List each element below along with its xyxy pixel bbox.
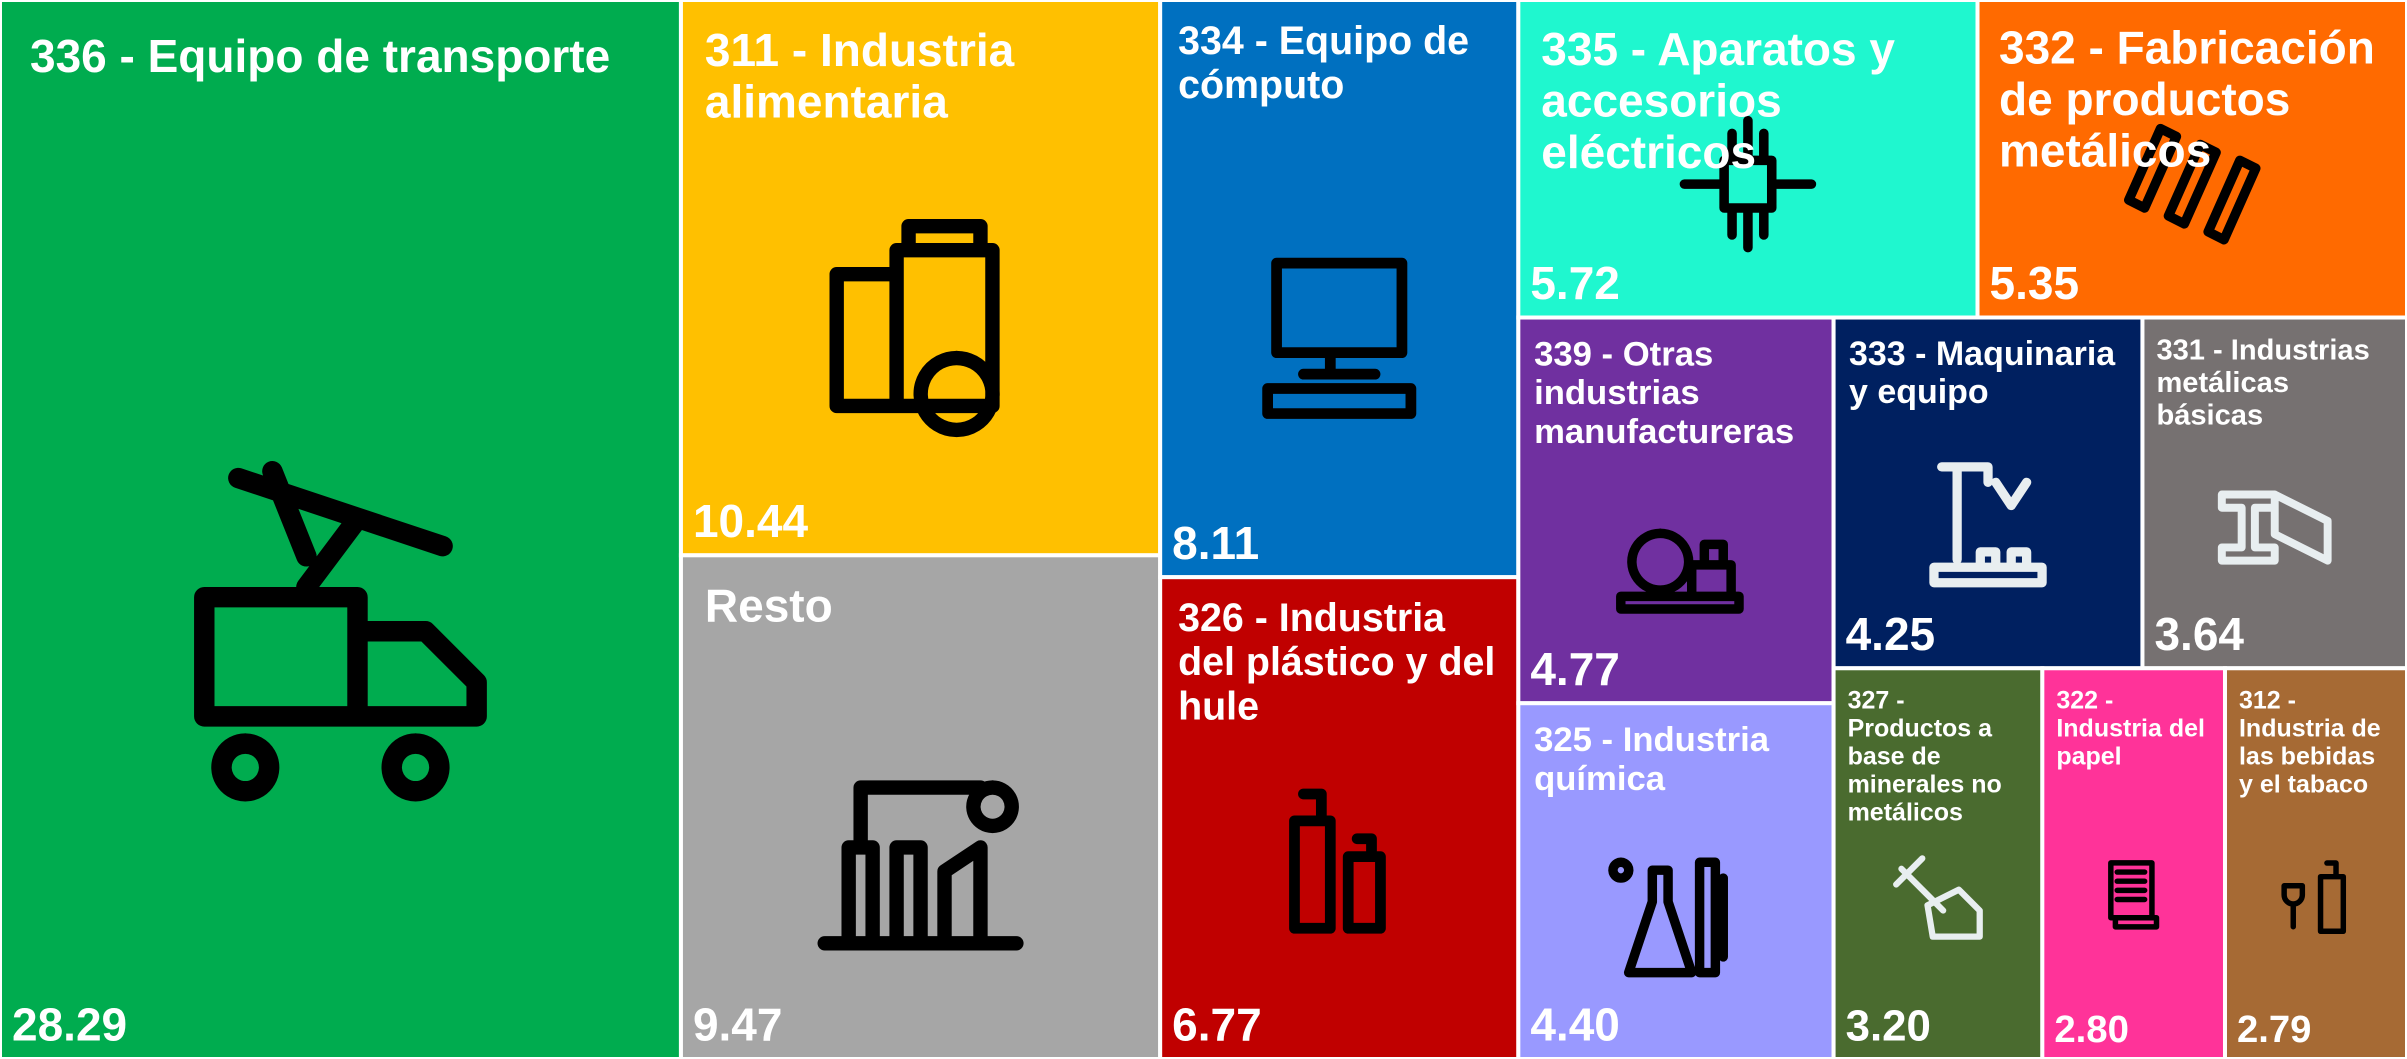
icon [1679, 115, 1817, 253]
tile: 333 - Maquinaria y equipo 4.25 [1831, 315, 2145, 671]
value-label: 4.25 [1846, 608, 1936, 660]
value-label: 28.29 [12, 999, 127, 1051]
icon [1262, 257, 1417, 419]
icon [1289, 788, 1386, 934]
value-label: 3.64 [2154, 608, 2244, 660]
tile-label: 332 - Fabricación de productos metálicos [1999, 21, 2388, 176]
icon [2123, 123, 2261, 245]
icon [2108, 860, 2160, 930]
tile-rect [678, 0, 1163, 558]
tile-label: 331 - Industrias metálicas básicas [2156, 335, 2377, 432]
tile-label: 311 - Industria alimentaria [705, 24, 1027, 128]
tile-label: 334 - Equipo de cómputo [1178, 19, 1480, 107]
icon [2217, 490, 2332, 565]
tile: 311 - Industria alimentaria 10.44 [678, 0, 1163, 558]
tile: 339 - Otras industrias manufactureras 4.7… [1516, 315, 1836, 706]
tile-rect [2222, 666, 2407, 1059]
icon [1893, 855, 1983, 940]
value-label: 2.79 [2237, 1008, 2311, 1051]
tile-rect [1831, 315, 2145, 671]
tile: 334 - Equipo de cómputo 8.11 [1158, 0, 1521, 580]
value-label: 5.35 [1990, 257, 2080, 309]
tile-label: 333 - Maquinaria y equipo [1849, 335, 2125, 411]
tile-label: 326 - Industria del plástico y del hule [1178, 596, 1506, 728]
value-label: 9.47 [693, 999, 783, 1051]
icon [1929, 462, 2047, 588]
icon [817, 780, 1024, 951]
tile: 312 - Industria de las bebidas y el taba… [2222, 666, 2407, 1059]
value-label: 6.77 [1172, 999, 1262, 1051]
tile-rect [1158, 0, 1521, 580]
value-label: 8.11 [1172, 517, 1259, 569]
tile-label: 325 - Industria química [1534, 721, 1779, 798]
tile-label: Resto [705, 579, 833, 631]
tile-label: 312 - Industria de las bebidas y el taba… [2239, 686, 2388, 798]
tile: 322 - Industria del papel 2.80 [2040, 666, 2227, 1059]
tile: 332 - Fabricación de productos metálicos… [1975, 0, 2407, 320]
tile-rect [1516, 701, 1836, 1059]
tile: Resto 9.47 [678, 553, 1163, 1059]
icon [194, 461, 487, 802]
tile-label: 335 - Aparatos y accesorios eléctricos [1541, 23, 1907, 178]
value-label: 4.77 [1530, 643, 1620, 695]
tile: 326 - Industria del plástico y del hule 6… [1158, 575, 1521, 1059]
value-label: 4.40 [1530, 999, 1620, 1051]
tile-label: 339 - Otras industrias manufactureras [1534, 335, 1794, 451]
tile-rect [1158, 575, 1521, 1059]
tile-label: 322 - Industria del papel [2056, 686, 2212, 770]
value-label: 5.72 [1530, 257, 1620, 309]
value-label: 2.80 [2054, 1008, 2129, 1051]
icon [1616, 528, 1744, 614]
tile: 325 - Industria química 4.40 [1516, 701, 1836, 1059]
tile: 335 - Aparatos y accesorios eléctricos 5.… [1516, 0, 1980, 320]
tile: 327 - Productos a base de minerales no m… [1831, 666, 2045, 1059]
tile: 331 - Industrias metálicas básicas 3.64 [2140, 315, 2407, 671]
icon [829, 219, 1000, 438]
tile-rect [1516, 315, 1836, 706]
tile: 336 - Equipo de transporte 28.29 [0, 0, 683, 1059]
tile-rect [678, 553, 1163, 1059]
value-label: 3.20 [1846, 1001, 1931, 1050]
tile-label: 327 - Productos a base de minerales no m… [1848, 686, 2009, 826]
value-label: 10.44 [693, 495, 809, 547]
tile-label: 336 - Equipo de transporte [30, 30, 610, 82]
icon [2281, 860, 2347, 935]
icon [1608, 857, 1728, 978]
